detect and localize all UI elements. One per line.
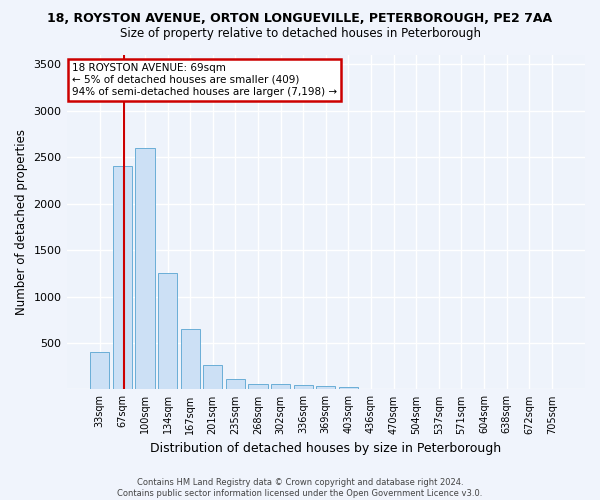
- Bar: [293, 386, 313, 390]
- Bar: [158, 274, 177, 390]
- Text: Size of property relative to detached houses in Peterborough: Size of property relative to detached ho…: [119, 28, 481, 40]
- Bar: [181, 329, 200, 390]
- Y-axis label: Number of detached properties: Number of detached properties: [15, 129, 28, 315]
- Bar: [136, 148, 155, 390]
- Bar: [248, 384, 268, 390]
- Bar: [316, 386, 335, 390]
- Text: 18, ROYSTON AVENUE, ORTON LONGUEVILLE, PETERBOROUGH, PE2 7AA: 18, ROYSTON AVENUE, ORTON LONGUEVILLE, P…: [47, 12, 553, 26]
- Bar: [90, 352, 109, 390]
- Bar: [271, 384, 290, 390]
- X-axis label: Distribution of detached houses by size in Peterborough: Distribution of detached houses by size …: [150, 442, 502, 455]
- Bar: [113, 166, 132, 390]
- Text: 18 ROYSTON AVENUE: 69sqm
← 5% of detached houses are smaller (409)
94% of semi-d: 18 ROYSTON AVENUE: 69sqm ← 5% of detache…: [72, 64, 337, 96]
- Bar: [226, 379, 245, 390]
- Bar: [203, 365, 223, 390]
- Text: Contains HM Land Registry data © Crown copyright and database right 2024.
Contai: Contains HM Land Registry data © Crown c…: [118, 478, 482, 498]
- Bar: [339, 386, 358, 390]
